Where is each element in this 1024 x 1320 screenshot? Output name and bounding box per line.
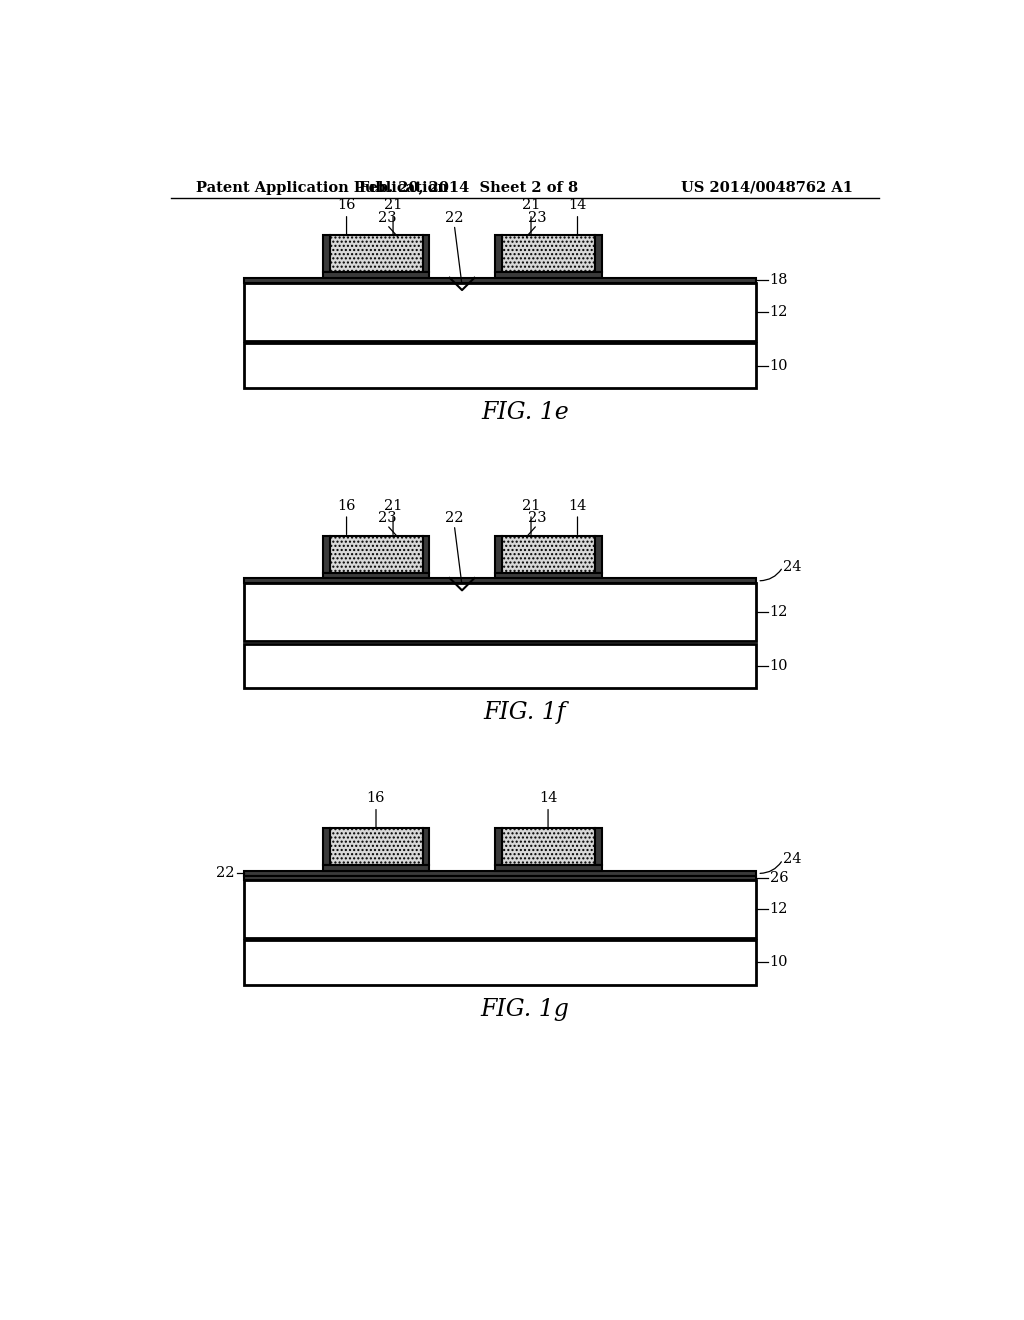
- Text: 23: 23: [528, 511, 547, 525]
- Text: FIG. 1g: FIG. 1g: [480, 998, 569, 1020]
- Text: 21: 21: [522, 499, 541, 512]
- Bar: [330, 829, 423, 866]
- Bar: [495, 536, 502, 573]
- Bar: [423, 235, 429, 272]
- Bar: [595, 829, 601, 866]
- Bar: [323, 866, 429, 871]
- Text: 22: 22: [216, 866, 234, 880]
- Text: 23: 23: [378, 511, 396, 525]
- Text: 16: 16: [337, 499, 355, 512]
- Text: FIG. 1e: FIG. 1e: [481, 401, 568, 424]
- Bar: [495, 829, 502, 866]
- Text: 22: 22: [445, 511, 464, 525]
- Text: 12: 12: [770, 902, 788, 916]
- Text: 26: 26: [770, 871, 788, 884]
- Bar: [245, 578, 756, 583]
- Bar: [323, 272, 429, 277]
- Bar: [595, 235, 601, 272]
- Text: 24: 24: [783, 853, 802, 866]
- Bar: [423, 536, 429, 573]
- Bar: [495, 235, 502, 272]
- Bar: [323, 536, 330, 573]
- Text: 14: 14: [568, 499, 587, 512]
- Text: 21: 21: [384, 499, 402, 512]
- Bar: [495, 866, 601, 871]
- Text: 21: 21: [384, 198, 402, 213]
- Bar: [245, 940, 756, 985]
- Text: 22: 22: [445, 211, 464, 224]
- Text: 10: 10: [770, 359, 788, 372]
- Bar: [330, 536, 423, 573]
- Bar: [495, 272, 601, 277]
- Text: Feb. 20, 2014  Sheet 2 of 8: Feb. 20, 2014 Sheet 2 of 8: [359, 181, 579, 194]
- Bar: [495, 573, 601, 578]
- Text: 10: 10: [770, 956, 788, 969]
- Bar: [323, 829, 330, 866]
- Text: 18: 18: [770, 273, 788, 288]
- Bar: [323, 573, 429, 578]
- Text: 16: 16: [367, 791, 385, 805]
- Text: 10: 10: [770, 659, 788, 673]
- Bar: [595, 536, 601, 573]
- Bar: [502, 235, 595, 272]
- Bar: [245, 277, 756, 284]
- Bar: [245, 880, 756, 937]
- Text: 14: 14: [539, 791, 557, 805]
- Text: 12: 12: [770, 606, 788, 619]
- Bar: [502, 829, 595, 866]
- Bar: [245, 284, 756, 341]
- Bar: [245, 644, 756, 688]
- Text: 24: 24: [783, 560, 802, 574]
- Text: 23: 23: [378, 211, 396, 224]
- Text: 14: 14: [568, 198, 587, 213]
- Bar: [245, 876, 756, 880]
- Bar: [330, 235, 423, 272]
- Bar: [423, 829, 429, 866]
- Bar: [245, 583, 756, 642]
- Bar: [245, 343, 756, 388]
- Text: Patent Application Publication: Patent Application Publication: [197, 181, 449, 194]
- Bar: [502, 536, 595, 573]
- Text: 23: 23: [528, 211, 547, 224]
- Bar: [323, 235, 330, 272]
- Text: 21: 21: [522, 198, 541, 213]
- Text: 12: 12: [770, 305, 788, 319]
- Text: FIG. 1f: FIG. 1f: [483, 701, 566, 725]
- Text: US 2014/0048762 A1: US 2014/0048762 A1: [681, 181, 853, 194]
- Bar: [245, 871, 756, 876]
- Text: 16: 16: [337, 198, 355, 213]
